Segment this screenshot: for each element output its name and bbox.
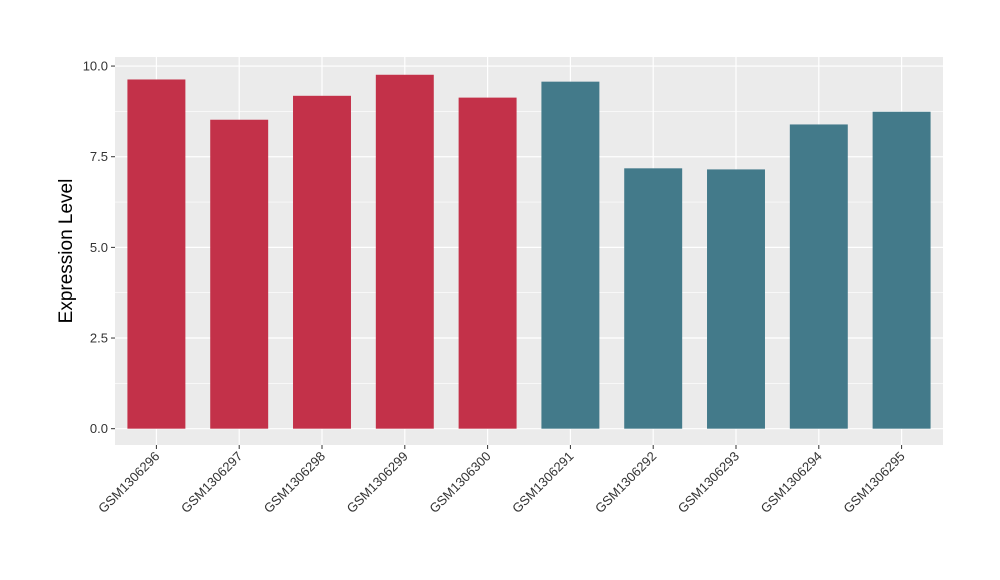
bar-GSM1306291	[541, 81, 600, 429]
x-axis: GSM1306296 GSM1306297 GSM1306298 GSM1306299…	[95, 445, 908, 516]
x-tick-label: GSM1306299	[344, 449, 411, 516]
bar-GSM1306298	[293, 95, 351, 429]
bar-GSM1306299	[375, 74, 434, 429]
bar-GSM1306294	[789, 124, 848, 429]
bar-GSM1306293	[707, 169, 765, 429]
x-tick-label: GSM1306296	[95, 449, 162, 516]
bar-GSM1306295	[872, 111, 931, 429]
x-tick-label: GSM1306300	[426, 449, 493, 516]
bar-GSM1306296	[127, 79, 186, 429]
x-tick-label: GSM1306292	[592, 449, 659, 516]
x-tick-label: GSM1306298	[261, 449, 328, 516]
x-tick-label: GSM1306293	[675, 449, 742, 516]
y-tick-label: 7.5	[90, 149, 108, 164]
x-tick-label: GSM1306291	[509, 449, 576, 516]
y-tick-label: 0.0	[90, 421, 108, 436]
x-tick-label: GSM1306295	[840, 449, 907, 516]
bars	[127, 74, 931, 429]
y-tick-label: 5.0	[90, 240, 108, 255]
x-tick-label: GSM1306294	[758, 449, 825, 516]
bar-GSM1306292	[624, 168, 683, 429]
bar-GSM1306297	[210, 119, 269, 429]
y-axis: 0.0 2.5 5.0 7.5 10.0	[83, 59, 115, 436]
y-tick-label: 2.5	[90, 331, 108, 346]
bar-GSM1306300	[458, 97, 517, 429]
y-axis-title: Expression Level	[56, 179, 77, 324]
y-tick-label: 10.0	[83, 59, 108, 74]
x-tick-label: GSM1306297	[178, 449, 245, 516]
